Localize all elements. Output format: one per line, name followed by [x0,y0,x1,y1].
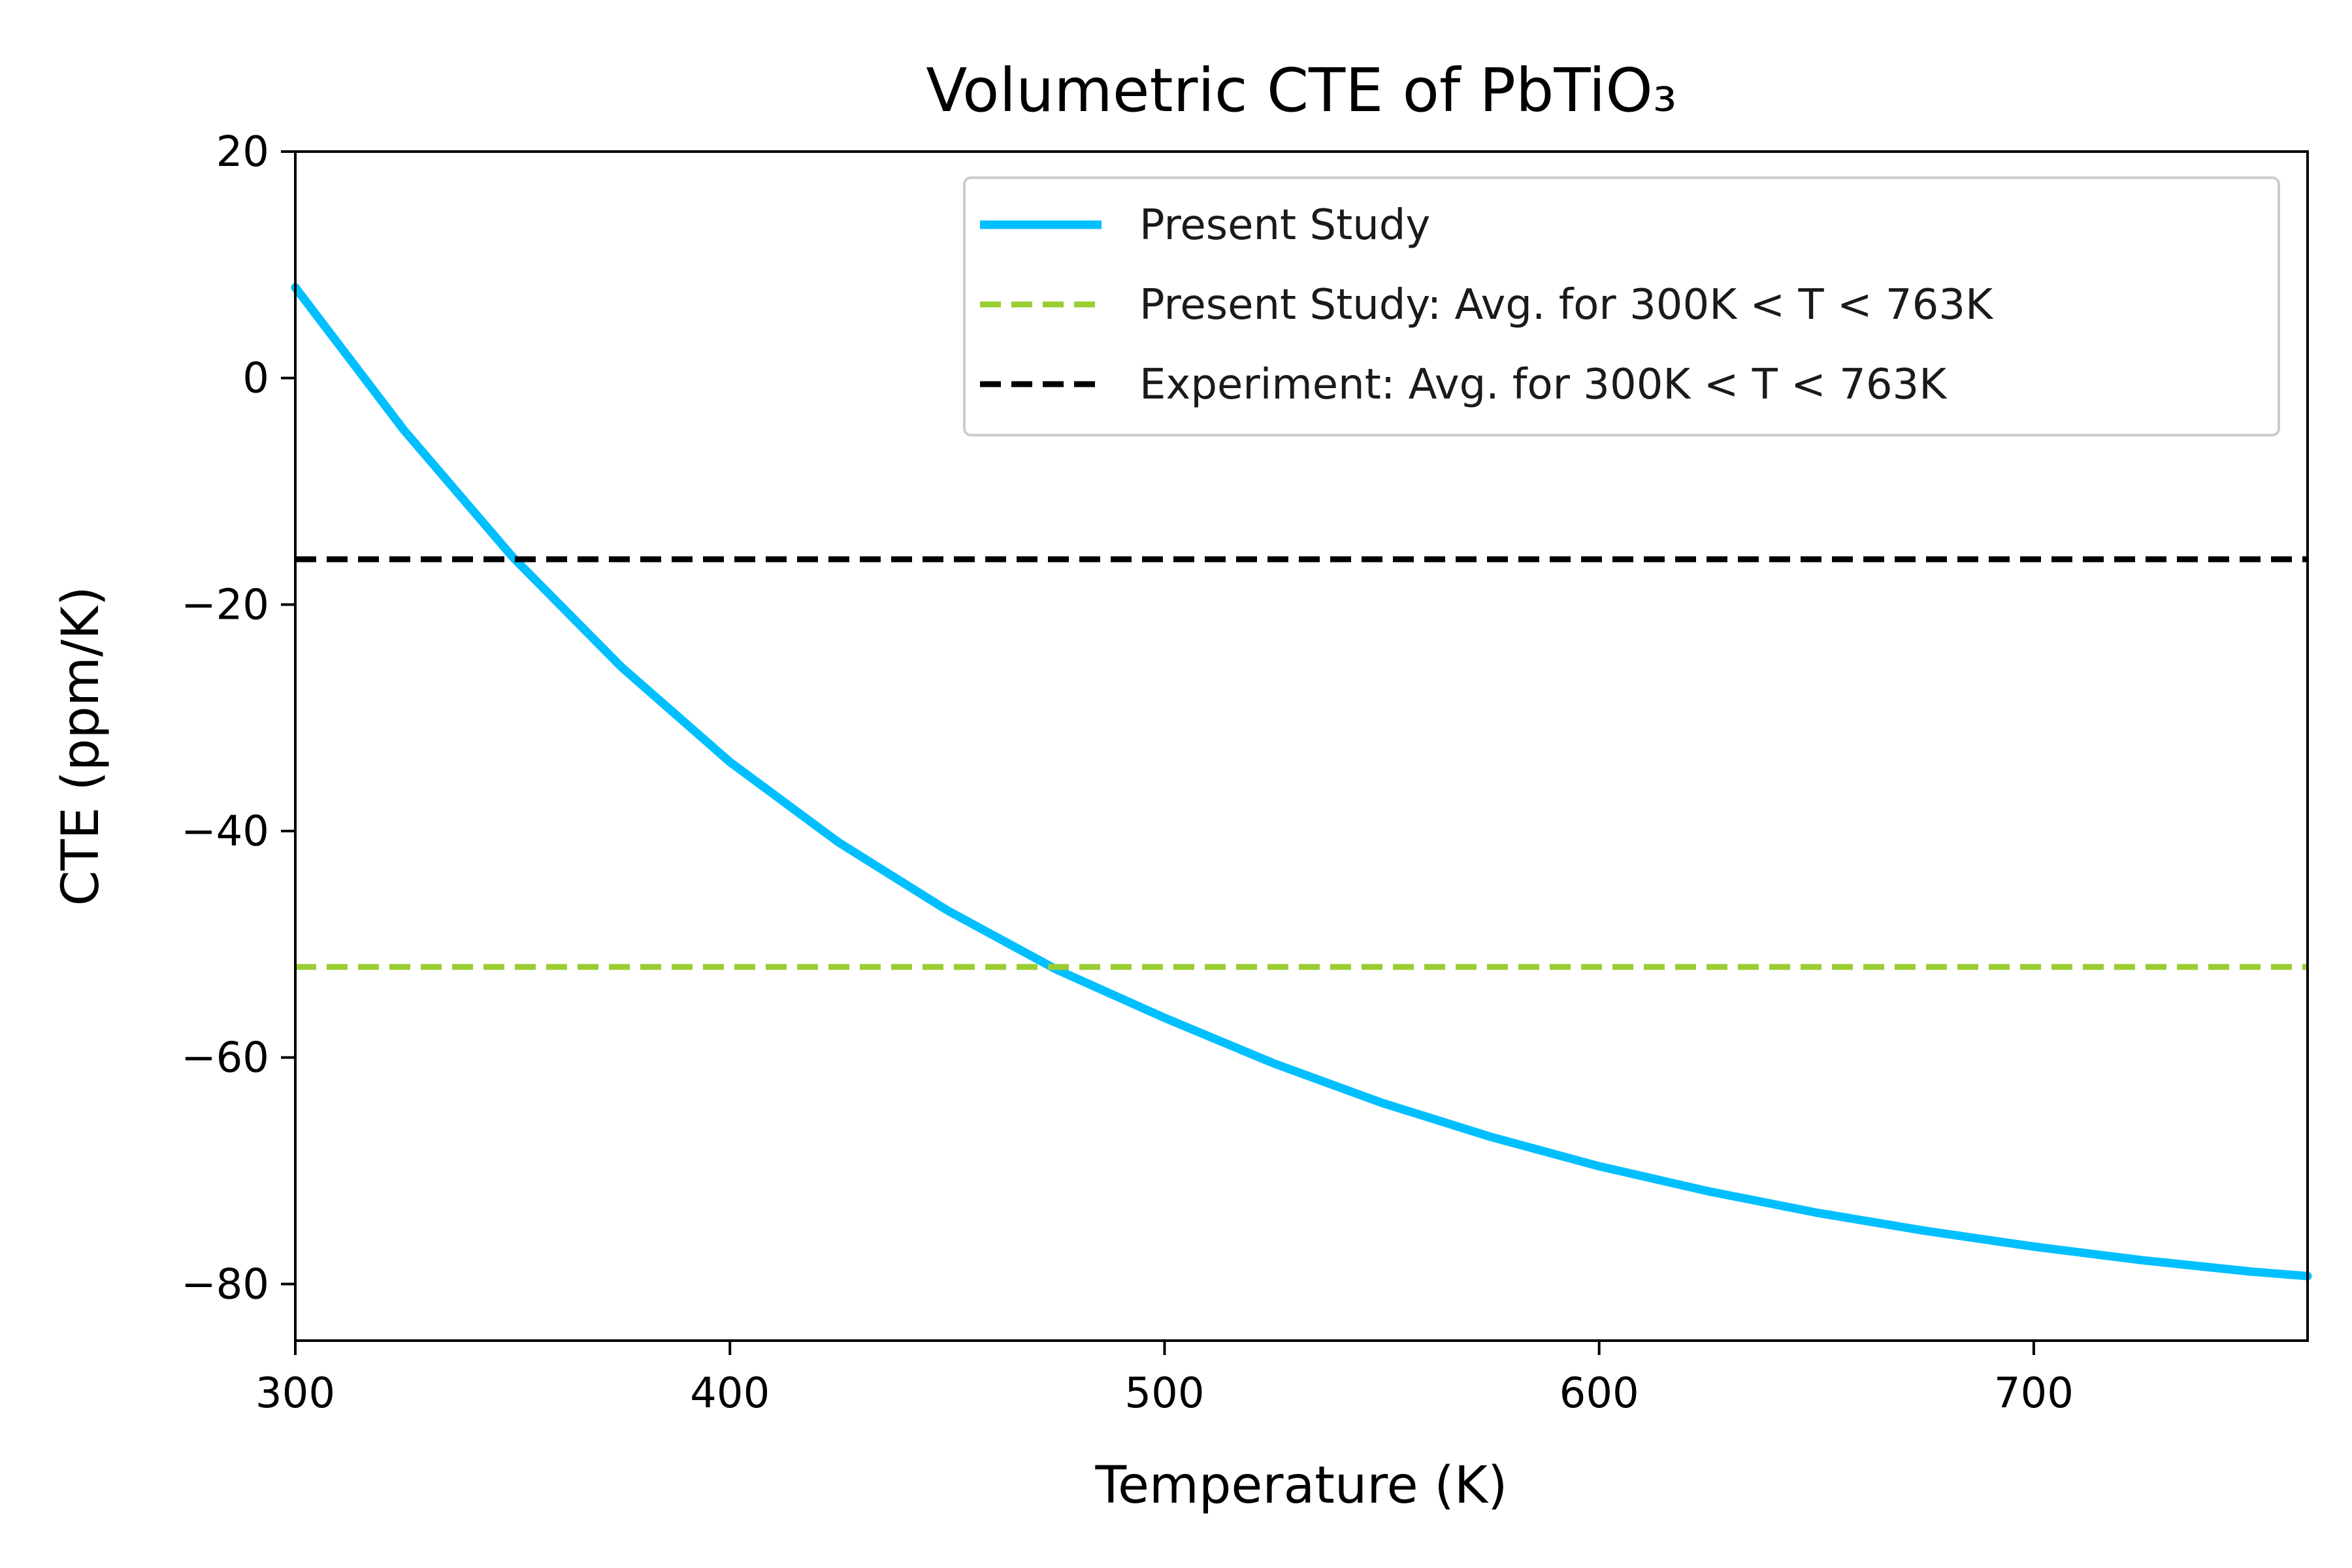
y-tick-label: −60 [181,1034,269,1083]
x-tick-label: 500 [1124,1369,1204,1418]
legend-label-experiment-avg: Experiment: Avg. for 300K < T < 763K [1139,361,1948,409]
plot-frame [294,150,2309,1342]
y-tick-label: −80 [181,1260,269,1309]
y-tick-label: −20 [181,581,269,629]
x-tick-label: 300 [255,1369,335,1418]
y-tick-label: −40 [181,808,269,856]
legend-label-present-study: Present Study [1139,201,1430,250]
y-tick-label: 20 [216,128,269,176]
x-tick-label: 400 [690,1369,770,1418]
x-axis-ticks: 300 400 500 600 700 [255,1341,2074,1418]
legend-label-present-avg: Present Study: Avg. for 300K < T < 763K [1139,281,1994,329]
plot-lines [291,283,2312,1281]
legend: Present Study Present Study: Avg. for 30… [963,176,2280,436]
y-tick-label: 0 [242,355,269,403]
y-axis-title: CTE (ppm/K) [52,586,110,906]
series-line-present-study [291,283,2312,1281]
y-axis-ticks: 20 0 −20 −40 −60 −80 [181,128,295,1309]
x-tick-label: 700 [1994,1369,2074,1418]
legend-box [963,176,2280,436]
chart-title: Volumetric CTE of PbTiO₃ [926,56,1676,125]
x-tick-label: 600 [1560,1369,1639,1418]
x-axis-title: Temperature (K) [1095,1456,1508,1515]
